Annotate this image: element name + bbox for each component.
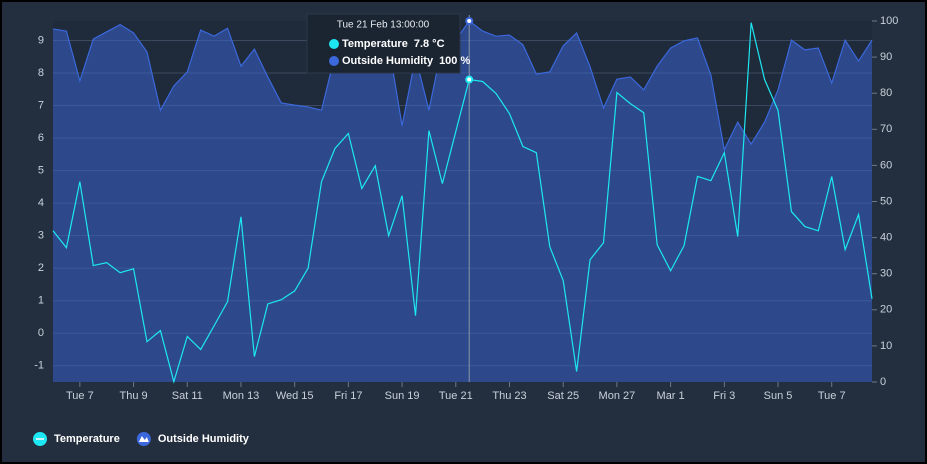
x-tick-label: Mon 13 bbox=[223, 390, 260, 402]
x-tick-label: Thu 23 bbox=[492, 390, 526, 402]
tooltip-series-name: Temperature bbox=[342, 38, 408, 50]
tooltip-series-name: Outside Humidity bbox=[342, 55, 434, 67]
tooltip-dot bbox=[329, 39, 339, 49]
x-tick-label: Tue 21 bbox=[439, 390, 473, 402]
y-tick-label: 7 bbox=[38, 99, 44, 111]
area-fill bbox=[53, 21, 872, 382]
y2-tick-label: 40 bbox=[880, 232, 892, 244]
y-tick-label: 5 bbox=[38, 165, 44, 177]
x-tick-label: Wed 15 bbox=[276, 390, 314, 402]
y2-tick-label: 20 bbox=[880, 304, 892, 316]
y2-tick-label: 30 bbox=[880, 268, 892, 280]
x-tick-label: Sat 25 bbox=[547, 390, 579, 402]
x-tick-label: Mar 1 bbox=[657, 390, 685, 402]
y-tick-label: 8 bbox=[38, 67, 44, 79]
tooltip-value: 100 % bbox=[439, 55, 470, 67]
y2-tick-label: 10 bbox=[880, 340, 892, 352]
y2-tick-label: 50 bbox=[880, 195, 892, 207]
y-tick-label: 1 bbox=[38, 295, 44, 307]
y-tick-label: 9 bbox=[38, 34, 44, 46]
legend-label[interactable]: Outside Humidity bbox=[158, 433, 250, 445]
legend-label[interactable]: Temperature bbox=[54, 433, 120, 445]
x-tick-label: Thu 9 bbox=[119, 390, 147, 402]
x-tick-label: Tue 7 bbox=[66, 390, 94, 402]
tooltip-value: 7.8 °C bbox=[414, 38, 445, 50]
hover-marker bbox=[465, 75, 474, 84]
y-tick-label: 0 bbox=[38, 327, 44, 339]
y2-tick-label: 60 bbox=[880, 159, 892, 171]
y-tick-label: 4 bbox=[38, 197, 44, 209]
tooltip: Tue 21 Feb 13:00:00 Temperature 7.8 °C Outs… bbox=[306, 13, 470, 74]
x-tick-label: Fri 17 bbox=[334, 390, 362, 402]
y-tick-label: 3 bbox=[38, 230, 44, 242]
x-tick-label: Tue 7 bbox=[818, 390, 846, 402]
y2-tick-label: 80 bbox=[880, 87, 892, 99]
y2-tick-label: 100 bbox=[880, 15, 898, 27]
tooltip-title: Tue 21 Feb 13:00:00 bbox=[337, 20, 430, 31]
area-line bbox=[52, 20, 873, 152]
x-tick-label: Sun 5 bbox=[764, 390, 793, 402]
x-tick-label: Mon 27 bbox=[599, 390, 636, 402]
y-tick-label: 2 bbox=[38, 262, 44, 274]
tooltip-dot bbox=[329, 56, 339, 66]
y2-tick-label: 70 bbox=[880, 123, 892, 135]
hover-marker bbox=[465, 17, 474, 25]
y2-tick-label: 90 bbox=[880, 51, 892, 63]
y-tick-label: 6 bbox=[38, 132, 44, 144]
tooltip-row: Temperature 7.8 °C bbox=[342, 38, 445, 50]
y2-tick-label: 0 bbox=[880, 376, 886, 388]
y-tick-label: -1 bbox=[34, 360, 44, 372]
x-tick-label: Sat 11 bbox=[172, 390, 203, 402]
tooltip-row: Outside Humidity 100 % bbox=[342, 55, 470, 67]
x-tick-label: Sun 19 bbox=[385, 390, 420, 402]
line bbox=[52, 22, 873, 384]
x-tick-label: Fri 3 bbox=[713, 390, 735, 402]
legend-glyph bbox=[138, 436, 149, 442]
